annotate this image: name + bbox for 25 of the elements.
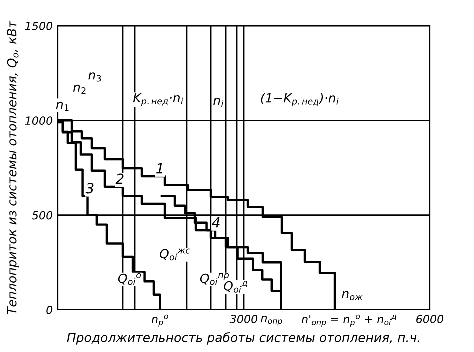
annotation: n$_{1}$: [56, 102, 69, 112]
y-tick-label: 0: [46, 306, 53, 314]
annotation: Q$_{oi}$$^{д}$: [224, 281, 248, 293]
x-axis-title: Продолжительность работы системы отопления, п.ч.: [67, 332, 420, 345]
series-label: 4: [212, 217, 220, 228]
annotation: n$_{i}$: [214, 98, 224, 108]
y-tick-label: 1000: [25, 116, 53, 126]
annotation: n$_{3}$: [88, 72, 102, 82]
annotation: (1−K$_{р.нед}$)·n$_{i}$: [261, 93, 339, 107]
annotation: Q$_{oi}$$^{о}$: [118, 273, 142, 286]
x-tick-label: n'$_{опр}$ = n$_{р}$$^{о}$ + n$_{oi}$$^{д}$: [302, 314, 397, 327]
x-tick-label: 3000: [230, 315, 258, 324]
y-tick-label: 1500: [25, 22, 53, 30]
annotation: n$_{ож}$: [342, 291, 363, 300]
x-tick-label: 6000: [416, 315, 444, 324]
x-tick-label: n$_{опр}$: [261, 316, 282, 326]
annotation: n$_{2}$: [73, 84, 86, 94]
series-label: 2: [116, 174, 124, 184]
series-label: 1: [156, 164, 163, 174]
y-axis-title: Теплоприток из системы отопления, Q$_{o}$, кВт: [7, 20, 20, 314]
y-tick-label: 500: [32, 211, 53, 220]
series-label: 3: [86, 183, 94, 194]
x-tick-label: n$_{р}$$^{о}$: [152, 314, 168, 327]
annotation: Q$_{oi}$$^{жс}$: [160, 248, 190, 261]
annotation: K$_{р.нед}$·n$_{i}$: [133, 93, 184, 106]
